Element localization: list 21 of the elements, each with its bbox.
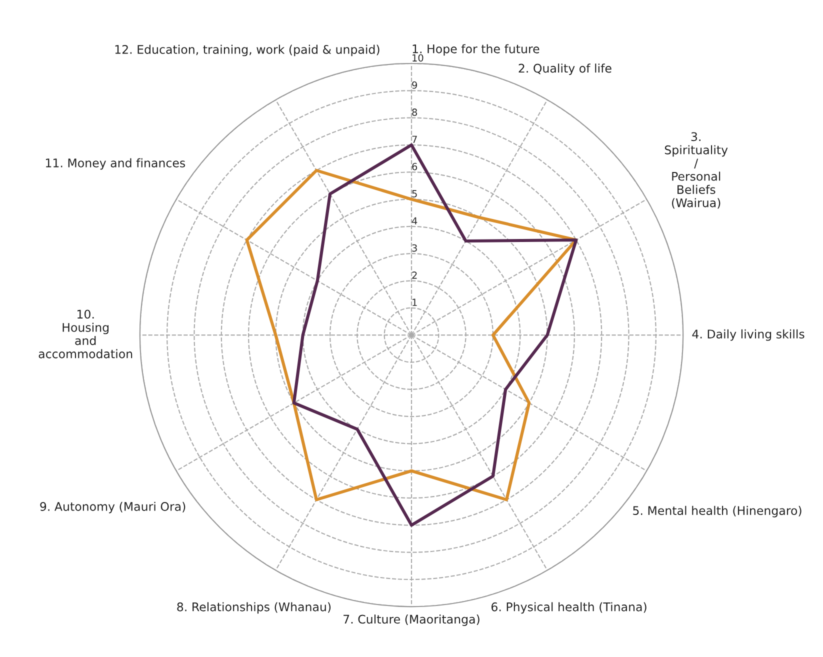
- spoke-label: 3. Spirituality / Personal Beliefs (Wairua): [664, 132, 728, 209]
- spoke-label: 5. Mental health (Hinengaro): [633, 506, 802, 518]
- y-tick-label: 9: [412, 81, 417, 89]
- y-tick-label: 7: [412, 136, 417, 143]
- y-tick-label: 4: [412, 217, 418, 224]
- y-tick-label: 6: [412, 162, 418, 170]
- y-tick-label: 10: [412, 54, 424, 62]
- y-tick-label: 3: [412, 244, 417, 252]
- spoke-label: 11. Money and finances: [46, 158, 186, 170]
- spoke-label: 2. Quality of life: [518, 64, 612, 75]
- spoke-label: 4. Daily living skills: [692, 329, 804, 341]
- spoke-label: 12. Education, training, work (paid & unpaid): [115, 44, 380, 56]
- spoke-label: 7. Culture (Maoritanga): [344, 614, 480, 626]
- spoke-label: 10. Housing and accommodation: [38, 310, 132, 358]
- y-tick-label: 8: [412, 108, 418, 116]
- y-tick-label: 5: [412, 190, 417, 198]
- y-tick-label: 2: [412, 272, 417, 279]
- spoke-label: 8. Relationships (Whanau): [177, 602, 331, 614]
- spoke-label: 9. Autonomy (Mauri Ora): [40, 502, 186, 514]
- spoke-label: 6. Physical health (Tinana): [492, 602, 646, 614]
- y-tick-label: 1: [412, 298, 417, 306]
